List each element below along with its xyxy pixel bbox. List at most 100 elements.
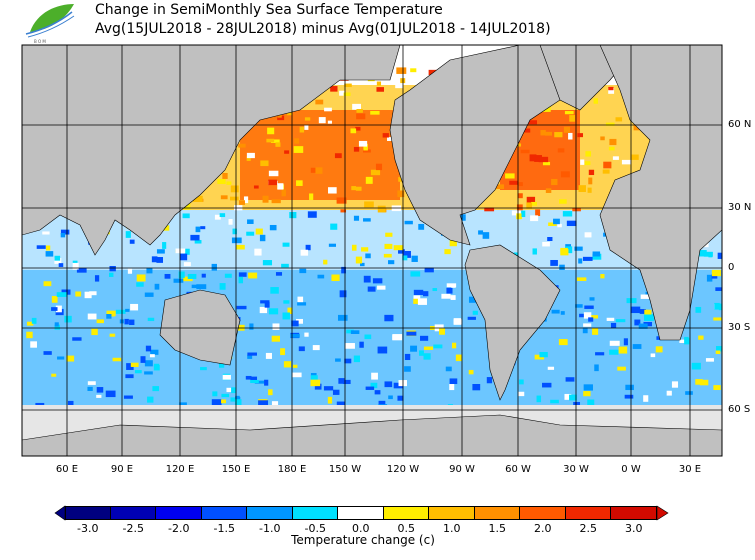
anomaly-cell (411, 255, 418, 262)
anomaly-cell (284, 150, 290, 154)
anomaly-cell (144, 292, 154, 297)
anomaly-cell (234, 399, 242, 406)
anomaly-cell (283, 361, 292, 368)
anomaly-cell (640, 294, 651, 299)
anomaly-cell (247, 352, 257, 356)
colorbar-tick-label: -1.5 (213, 522, 235, 535)
anomaly-cell (231, 387, 236, 394)
anomaly-cell (211, 263, 217, 271)
anomaly-cell (286, 111, 293, 116)
anomaly-cell (246, 156, 251, 161)
lat-label: 0 (728, 262, 735, 273)
anomaly-cell (260, 300, 270, 304)
anomaly-cell (392, 335, 397, 340)
anomaly-cell (592, 251, 601, 257)
anomaly-cell (230, 185, 239, 193)
anomaly-cell (76, 268, 87, 273)
anomaly-cell (472, 384, 481, 391)
anomaly-cell (194, 240, 202, 244)
anomaly-cell (547, 236, 553, 241)
anomaly-cell (96, 387, 104, 393)
anomaly-cell (230, 397, 236, 402)
anomaly-cell (638, 323, 648, 329)
anomaly-cell (236, 305, 247, 310)
anomaly-cell (350, 330, 360, 334)
anomaly-cell (214, 214, 221, 220)
anomaly-cell (281, 189, 286, 197)
colorbar-swatch (474, 506, 520, 520)
anomaly-cell (460, 214, 466, 221)
colorbar-tick-label: 2.0 (534, 522, 552, 535)
anomaly-cell (610, 322, 617, 329)
colorbar-tick-label: 3.0 (625, 522, 643, 535)
anomaly-cell (254, 248, 262, 256)
anomaly-cell (410, 68, 417, 73)
colorbar (65, 506, 657, 520)
anomaly-cell (307, 211, 317, 218)
anomaly-cell (544, 131, 552, 136)
anomaly-cell (565, 246, 573, 254)
lon-label: 120 W (386, 464, 420, 475)
anomaly-cell (624, 394, 634, 399)
anomaly-cell (691, 362, 701, 370)
anomaly-cell (232, 228, 237, 235)
anomaly-cell (298, 346, 305, 352)
anomaly-cell (42, 231, 50, 235)
anomaly-cell (36, 245, 46, 249)
anomaly-cell (534, 155, 542, 162)
anomaly-cell (609, 349, 619, 355)
anomaly-cell (183, 203, 191, 210)
anomaly-cell (703, 251, 713, 257)
anomaly-cell (417, 298, 427, 305)
anomaly-cell (557, 223, 562, 228)
anomaly-cell (540, 130, 546, 136)
colorbar-tick-label: -2.0 (168, 522, 190, 535)
south-america-land (464, 244, 561, 401)
anomaly-cell (606, 317, 615, 321)
anomaly-cell (699, 250, 707, 257)
anomaly-cell (554, 132, 563, 138)
anomaly-cell (26, 331, 33, 339)
colorbar-low-arrow (54, 505, 66, 521)
anomaly-cell (328, 187, 337, 194)
colorbar-swatch (520, 506, 566, 520)
anomaly-cell (164, 273, 171, 279)
anomaly-cell (269, 224, 277, 231)
anomaly-cell (106, 310, 116, 316)
anomaly-cell (569, 394, 577, 401)
anomaly-cell (96, 394, 102, 398)
anomaly-cell (282, 312, 290, 320)
anomaly-cell (550, 259, 558, 266)
anomaly-cell (364, 201, 374, 208)
anomaly-cell (711, 269, 721, 277)
anomaly-cell (87, 313, 97, 320)
anomaly-cell (453, 319, 462, 325)
anomaly-cell (559, 264, 565, 270)
anomaly-cell (60, 232, 66, 238)
anomaly-cell (698, 335, 704, 340)
southern-cooling-band (22, 270, 722, 405)
anomaly-cell (51, 295, 58, 303)
anomaly-cell (226, 181, 232, 185)
anomaly-cell (406, 331, 417, 336)
anomaly-cell (195, 226, 201, 233)
anomaly-cell (299, 126, 305, 133)
colorbar-swatch (110, 506, 156, 520)
anomaly-cell (584, 232, 592, 238)
anomaly-cell (432, 288, 438, 292)
anomaly-cell (600, 274, 605, 279)
anomaly-cell (297, 296, 304, 304)
anomaly-cell (51, 307, 58, 311)
colorbar-tick-label: -2.5 (122, 522, 144, 535)
anomaly-cell (371, 372, 378, 380)
anomaly-cell (26, 321, 34, 326)
anomaly-cell (522, 128, 531, 133)
anomaly-cell (58, 263, 64, 267)
lon-label: 150 E (221, 464, 251, 475)
anomaly-cell (106, 314, 112, 319)
colorbar-title: Temperature change (c) (291, 533, 435, 547)
anomaly-cell (147, 317, 155, 322)
anomaly-cell (566, 220, 577, 227)
anomaly-cell (582, 256, 593, 261)
